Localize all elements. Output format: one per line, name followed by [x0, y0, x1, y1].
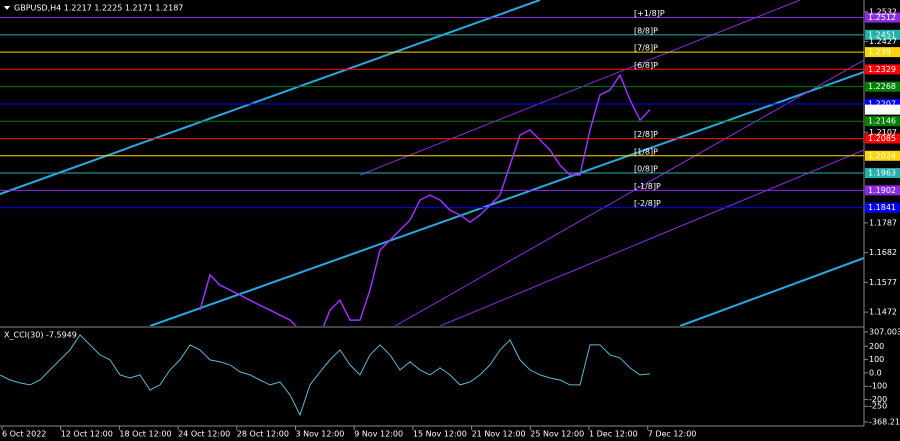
level-price-box	[865, 29, 900, 40]
x-tick-label: 6 Oct 2022	[2, 430, 46, 439]
level-price-label: 1.2207	[868, 99, 896, 108]
x-tick-label: 28 Oct 12:00	[237, 430, 289, 439]
indicator-y-tick-label: -100	[869, 382, 887, 391]
y-tick-label: 1.2532	[869, 7, 897, 16]
level-label: [2/8]P	[634, 130, 658, 139]
level-price-box	[865, 64, 900, 75]
channel-line	[679, 257, 864, 326]
level-label: [6/8]P	[634, 61, 658, 70]
y-tick-label: 1.2107	[869, 128, 897, 137]
indicator-y-tick-label: 200	[869, 342, 884, 351]
regression-line	[439, 149, 864, 326]
level-label: [-2/8]P	[634, 199, 661, 208]
drawings	[0, 0, 864, 326]
level-price-label: 1.2085	[868, 134, 896, 143]
x-tick-label: 15 Nov 12:00	[413, 430, 467, 439]
x-tick-label: 1 Dec 12:00	[589, 430, 638, 439]
menu-arrow	[4, 6, 10, 10]
level-price-label: 1.1841	[868, 203, 896, 212]
level-price-label: 1.2146	[868, 117, 896, 126]
indicator-y-tick-label: -368.2199	[869, 418, 900, 427]
level-price-label: 1.2329	[868, 65, 896, 74]
channel-line	[149, 71, 864, 326]
level-price-box	[865, 185, 900, 196]
level-price-box	[865, 116, 900, 127]
level-label: [7/8]P	[634, 44, 658, 53]
indicator-y-tick-label: 100	[869, 355, 884, 364]
chart-title: GBPUSD,H4 1.2217 1.2225 1.2171 1.2187	[14, 4, 183, 13]
level-price-box	[865, 202, 900, 213]
level-price-box	[865, 133, 900, 144]
indicator-y-tick-label: -250	[869, 402, 887, 411]
price-line	[199, 73, 651, 326]
level-label: [+1/8]P	[634, 9, 665, 18]
cci-line	[0, 334, 651, 417]
axes: 1.2512 1.2451 1.239 1.2329 1.2268 1.2207 1.214…	[1, 7, 900, 439]
x-tick-label: 25 Nov 12:00	[530, 430, 584, 439]
level-label: [0/8]P	[634, 165, 658, 174]
x-tick-label: 3 Nov 12:00	[296, 430, 345, 439]
level-price-label: 1.2512	[868, 13, 896, 22]
x-tick-label: 9 Nov 12:00	[354, 430, 403, 439]
level-price-label: 1.2268	[868, 82, 896, 91]
level-price-box	[865, 81, 900, 92]
level-price-box	[865, 150, 900, 161]
x-tick-label: 21 Nov 12:00	[472, 430, 526, 439]
level-price-label: 1.1963	[868, 169, 896, 178]
indicator-title: X_CCI(30) -7.5949	[4, 331, 77, 340]
current-price-box	[865, 104, 900, 115]
indicator-y-tick-label: 307.0035	[869, 328, 900, 337]
level-price-box	[865, 12, 900, 23]
indicator-y-tick-label: -200	[869, 395, 887, 404]
x-tick-label: 7 Dec 12:00	[648, 430, 697, 439]
current-price-label: 1.2187	[868, 105, 896, 114]
level-label: [-1/8]P	[634, 182, 661, 191]
x-tick-label: 18 Oct 12:00	[119, 430, 171, 439]
channel-line	[0, 0, 541, 195]
level-price-label: 1.1902	[868, 186, 896, 195]
level-price-box	[865, 168, 900, 179]
indicator-pane	[0, 334, 651, 417]
main-pane: [+1/8]P [8/8]P [7/8]P [6/8]P [2/8]P [1/8]P [0/…	[0, 9, 864, 326]
y-tick-label: 1.1472	[869, 308, 897, 317]
regression-line	[359, 0, 801, 176]
indicator-y-tick-label: 0.0	[869, 368, 882, 377]
level-label: [8/8]P	[634, 26, 658, 35]
y-tick-label: 1.2427	[869, 37, 897, 46]
level-price-box	[865, 47, 900, 58]
x-tick-label: 24 Oct 12:00	[178, 430, 230, 439]
level-price-label: 1.2024	[868, 151, 896, 160]
y-tick-label: 1.1787	[869, 218, 897, 227]
level-price-label: 1.239	[868, 48, 891, 57]
y-tick-label: 1.1577	[869, 278, 897, 287]
x-tick-label: 12 Oct 12:00	[61, 430, 113, 439]
level-price-box	[865, 98, 900, 109]
level-label: [1/8]P	[634, 147, 658, 156]
level-price-label: 1.2451	[868, 30, 896, 39]
y-tick-label: 1.1682	[869, 248, 897, 257]
